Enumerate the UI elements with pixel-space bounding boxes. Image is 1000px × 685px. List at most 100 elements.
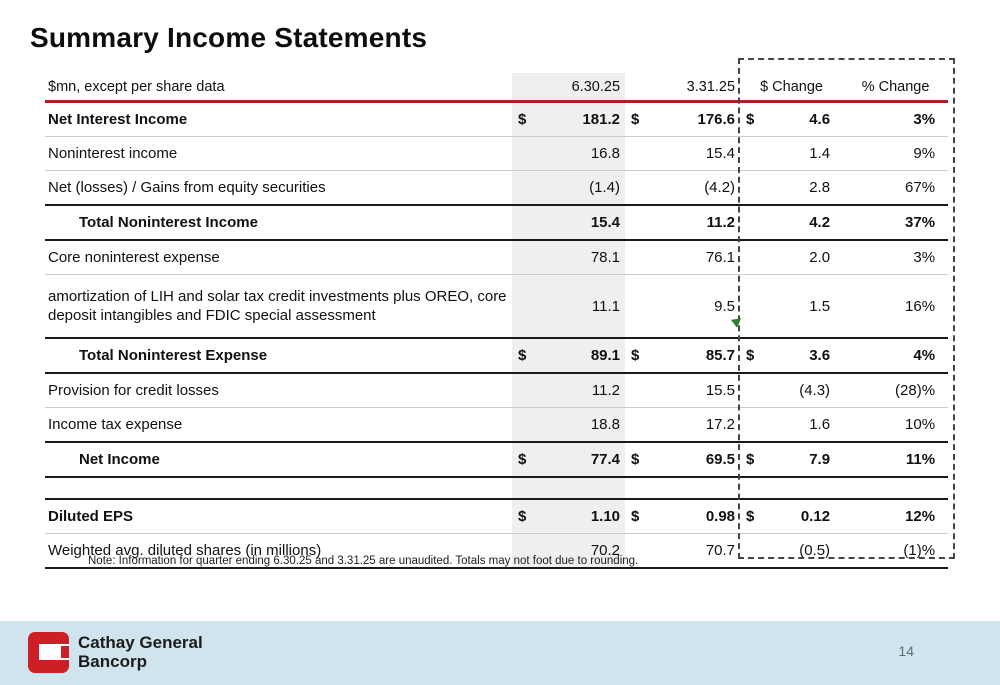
value-3-31-25: 15.4 xyxy=(649,136,741,171)
dollar-sign xyxy=(512,274,536,338)
table-row-weighted-avg-diluted-shares: Weighted avg. diluted shares (in million… xyxy=(45,533,949,569)
dollar-sign xyxy=(740,533,763,569)
value-percent-change: 37% xyxy=(843,204,949,241)
spacer-row xyxy=(45,477,948,499)
company-name-line1: Cathay General xyxy=(78,633,203,653)
footnote: Note: Information for quarter ending 6.3… xyxy=(88,555,639,567)
column-header-6-30-25: 6.30.25 xyxy=(512,73,626,103)
dollar-sign xyxy=(625,170,650,206)
value-percent-change: 4% xyxy=(843,337,949,374)
dollar-sign: $ xyxy=(512,101,536,137)
table-row-total-noninterest-income: Total Noninterest Income 15.4 11.2 4.2 3… xyxy=(45,204,949,241)
value-dollar-change: (4.3) xyxy=(762,373,844,408)
cathay-logo-icon xyxy=(28,632,69,673)
dollar-sign: $ xyxy=(512,441,536,478)
table-row-amortization: amortization of LIH and solar tax credit… xyxy=(45,274,948,339)
dollar-sign xyxy=(740,204,763,241)
table-row-diluted-eps: Diluted EPS $ 1.10 $ 0.98 $ 0.12 12% xyxy=(45,498,949,534)
footer-bar: Cathay General Bancorp 14 xyxy=(0,621,1000,685)
table-row-net-income: Net Income $ 77.4 $ 69.5 $ 7.9 11% xyxy=(45,441,949,478)
dollar-sign xyxy=(625,240,650,275)
page-number: 14 xyxy=(898,643,914,659)
value-6-30-25: 78.1 xyxy=(536,240,626,275)
dollar-sign xyxy=(512,533,536,569)
value-percent-change: 10% xyxy=(843,407,949,443)
dollar-sign xyxy=(512,170,536,206)
dollar-sign xyxy=(625,407,650,443)
value-dollar-change: 3.6 xyxy=(762,337,844,374)
value-6-30-25: 15.4 xyxy=(536,204,626,241)
income-statement-table: $mn, except per share data 6.30.25 3.31.… xyxy=(45,58,955,569)
column-header-dollar-change: $ Change xyxy=(740,73,844,103)
dollar-sign: $ xyxy=(740,498,763,534)
value-dollar-change: 4.2 xyxy=(762,204,844,241)
value-3-31-25: 17.2 xyxy=(649,407,741,443)
dollar-sign: $ xyxy=(740,441,763,478)
value-dollar-change: 4.6 xyxy=(762,101,844,137)
value-percent-change: (28)% xyxy=(843,373,949,408)
value-percent-change: 3% xyxy=(843,101,949,137)
dollar-sign xyxy=(740,275,762,339)
value-dollar-change: (0.5) xyxy=(762,533,844,569)
dollar-sign xyxy=(740,407,763,443)
value-6-30-25: 11.2 xyxy=(536,373,626,408)
row-label: Net (losses) / Gains from equity securit… xyxy=(45,170,512,206)
dollar-sign: $ xyxy=(740,101,763,137)
row-label: Weighted avg. diluted shares (in million… xyxy=(45,533,512,569)
dollar-sign: $ xyxy=(512,498,536,534)
dollar-sign xyxy=(740,240,763,275)
dollar-sign xyxy=(740,373,763,408)
row-label: amortization of LIH and solar tax credit… xyxy=(48,287,507,325)
value-percent-change: 16% xyxy=(905,297,936,315)
value-3-31-25: (4.2) xyxy=(649,170,741,206)
value-dollar-change: 1.4 xyxy=(762,136,844,171)
dollar-sign: $ xyxy=(512,337,536,374)
table-row-noninterest-income: Noninterest income 16.8 15.4 1.4 9% xyxy=(45,136,949,171)
dollar-sign xyxy=(512,373,536,408)
value-6-30-25: (1.4) xyxy=(536,170,626,206)
company-name: Cathay General Bancorp xyxy=(78,633,203,671)
value-6-30-25: 181.2 xyxy=(536,101,626,137)
value-6-30-25: 77.4 xyxy=(536,441,626,478)
summary-table: $mn, except per share data 6.30.25 3.31.… xyxy=(45,73,949,569)
row-label: Net Interest Income xyxy=(45,101,512,137)
dollar-sign xyxy=(512,240,536,275)
value-6-30-25: 89.1 xyxy=(536,337,626,374)
value-percent-change: (1)% xyxy=(843,533,949,569)
company-name-line2: Bancorp xyxy=(78,651,147,671)
dollar-sign xyxy=(512,136,536,171)
row-label: Total Noninterest Expense xyxy=(45,337,512,374)
value-dollar-change: 2.0 xyxy=(762,240,844,275)
value-dollar-change: 0.12 xyxy=(762,498,844,534)
value-6-30-25: 11.1 xyxy=(536,274,626,338)
value-3-31-25: 76.1 xyxy=(649,240,741,275)
column-header-3-31-25: 3.31.25 xyxy=(625,73,741,103)
value-6-30-25: 16.8 xyxy=(536,136,626,171)
row-label: Provision for credit losses xyxy=(45,373,512,408)
value-dollar-change: 1.5 xyxy=(809,297,831,315)
dollar-sign xyxy=(740,170,763,206)
dollar-sign: $ xyxy=(625,101,650,137)
value-percent-change: 12% xyxy=(843,498,949,534)
value-6-30-25: 18.8 xyxy=(536,407,626,443)
row-label: Net Income xyxy=(45,441,512,478)
row-label: Total Noninterest Income xyxy=(45,204,512,241)
dollar-sign xyxy=(625,204,650,241)
value-3-31-25: 70.7 xyxy=(649,533,741,569)
value-3-31-25: 176.6 xyxy=(649,101,741,137)
value-percent-change: 9% xyxy=(843,136,949,171)
value-dollar-change: 2.8 xyxy=(762,170,844,206)
row-label: Core noninterest expense xyxy=(45,240,512,275)
dollar-sign xyxy=(512,204,536,241)
row-label: Income tax expense xyxy=(45,407,512,443)
column-header-percent-change: % Change xyxy=(843,73,949,103)
value-3-31-25: 11.2 xyxy=(649,204,741,241)
units-label: $mn, except per share data xyxy=(45,73,512,103)
table-row-income-tax-expense: Income tax expense 18.8 17.2 1.6 10% xyxy=(45,407,949,443)
dollar-sign: $ xyxy=(740,337,763,374)
dollar-sign xyxy=(625,275,649,339)
value-dollar-change: 1.6 xyxy=(762,407,844,443)
value-dollar-change: 7.9 xyxy=(762,441,844,478)
table-header-row: $mn, except per share data 6.30.25 3.31.… xyxy=(45,73,949,103)
